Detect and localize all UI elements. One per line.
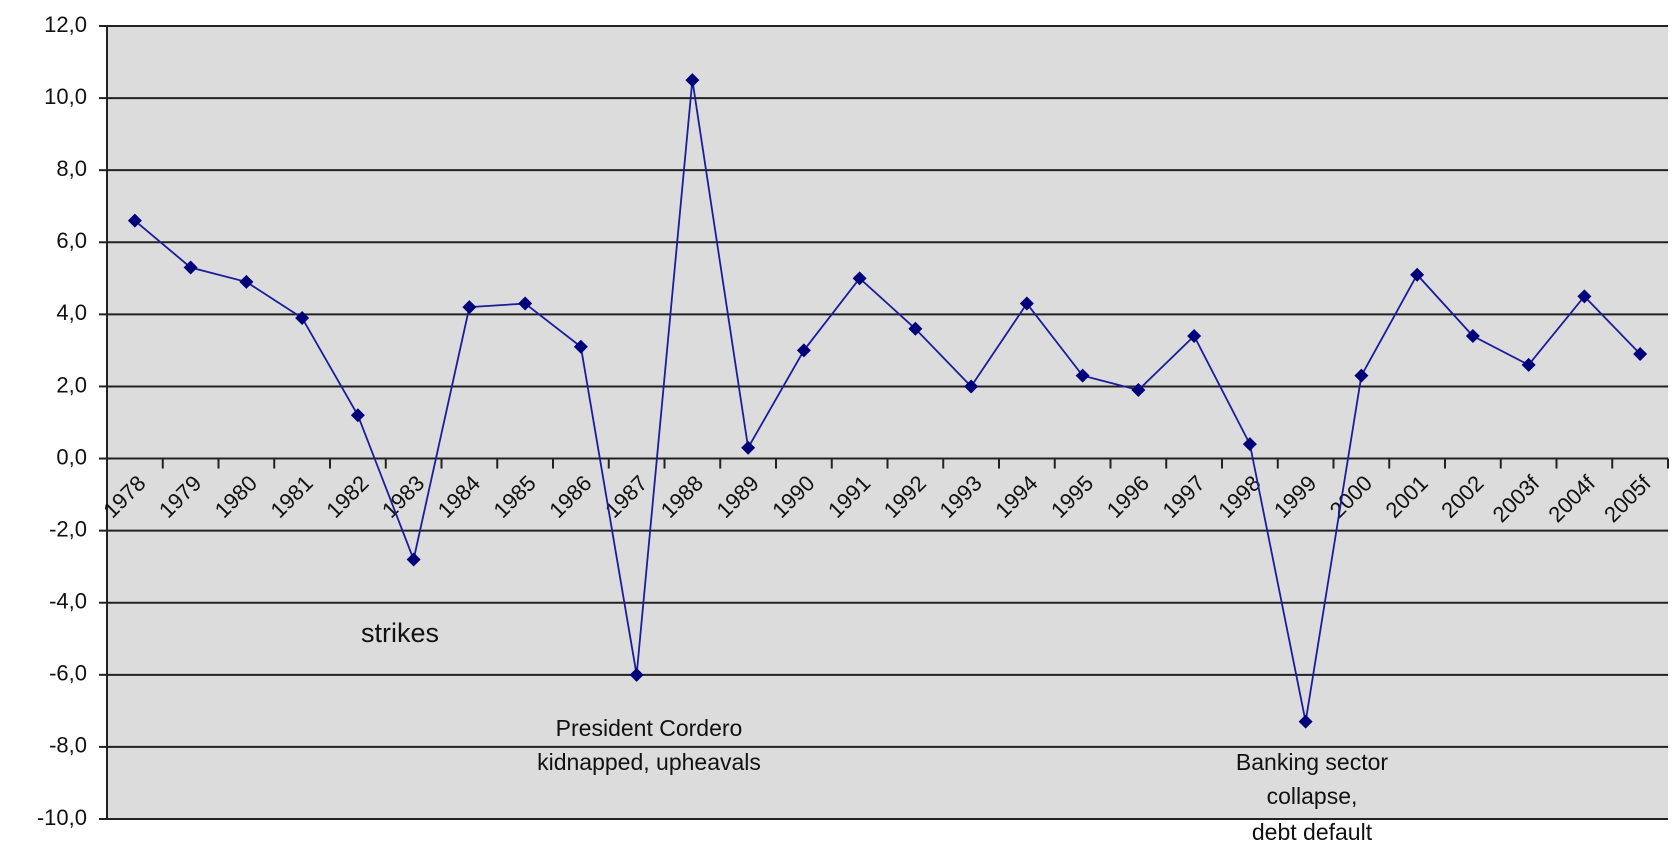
annotation: President Cordero — [556, 715, 743, 741]
marker — [350, 408, 365, 423]
marker — [1577, 289, 1592, 304]
marker — [295, 310, 310, 325]
y-tick-label: 8,0 — [56, 156, 87, 181]
marker — [629, 667, 644, 682]
y-tick-label: -4,0 — [49, 589, 87, 614]
marker — [1131, 383, 1146, 398]
marker — [1410, 267, 1425, 282]
y-tick-label: -8,0 — [49, 733, 87, 758]
marker — [1075, 368, 1090, 383]
series-line — [134, 79, 1641, 722]
y-tick-label: -2,0 — [49, 516, 87, 541]
marker — [908, 321, 923, 336]
annotation: collapse, — [1267, 783, 1358, 809]
y-tick-label: -10,0 — [37, 805, 87, 830]
plot-area — [107, 26, 1668, 819]
marker — [1019, 296, 1034, 311]
annotation: kidnapped, upheavals — [537, 749, 761, 775]
marker — [406, 552, 421, 567]
annotation: debt default — [1252, 819, 1373, 845]
marker — [462, 300, 477, 315]
y-tick-label: 6,0 — [56, 228, 87, 253]
y-tick-label: -6,0 — [49, 661, 87, 686]
marker — [1242, 437, 1257, 452]
marker — [1354, 368, 1369, 383]
marker — [1465, 328, 1480, 343]
marker — [741, 440, 756, 455]
marker — [796, 343, 811, 358]
y-tick-label: 4,0 — [56, 300, 87, 325]
marker — [852, 271, 867, 286]
marker — [127, 213, 142, 228]
marker — [183, 260, 198, 275]
y-tick-label: 2,0 — [56, 372, 87, 397]
marker — [1633, 347, 1648, 362]
marker — [1521, 357, 1536, 372]
y-tick-label: 12,0 — [44, 12, 87, 37]
annotation: strikes — [361, 618, 439, 648]
marker — [685, 73, 700, 88]
marker — [518, 296, 533, 311]
y-tick-label: 0,0 — [56, 444, 87, 469]
marker — [1187, 328, 1202, 343]
y-tick-label: 10,0 — [44, 84, 87, 109]
marker — [239, 274, 254, 289]
marker — [573, 339, 588, 354]
marker — [964, 379, 979, 394]
annotation: Banking sector — [1236, 749, 1388, 775]
marker — [1298, 714, 1313, 729]
